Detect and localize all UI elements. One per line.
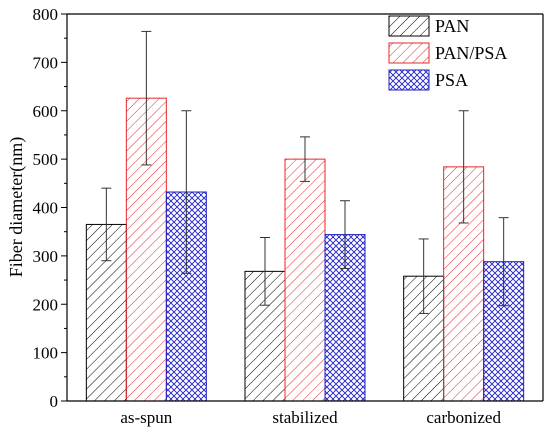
legend-label: PAN [435,16,469,36]
error-bar [418,238,429,314]
x-tick-label: carbonized [426,408,501,427]
plot-area: as-spun stabilized carbonized 0 100 200 300 400… [33,5,544,427]
error-bar [458,110,469,224]
x-tick-label: as-spun [120,408,172,427]
bar-pan-psa-stabilized [284,158,326,402]
y-tick-label: 800 [33,5,59,24]
y-tick-label: 200 [33,295,59,314]
y-tick-label: 0 [50,392,59,411]
error-bar [101,187,112,262]
legend-swatch-psa [388,69,430,91]
legend-swatch-pan-psa [388,42,430,64]
error-bar [141,30,152,166]
legend: PAN PAN/PSA PSA [388,15,507,91]
legend-swatch-pan [388,15,430,37]
y-tick-label: 400 [33,199,59,218]
y-tick-label: 300 [33,247,59,266]
legend-label: PAN/PSA [435,43,507,63]
error-bar [498,217,509,307]
y-tick-label: 500 [33,150,59,169]
error-bar [181,110,192,274]
y-tick-label: 700 [33,53,59,72]
y-tick-label: 600 [33,102,59,121]
y-tick-label: 100 [33,344,59,363]
legend-label: PSA [435,70,468,90]
x-tick-label: stabilized [272,408,338,427]
error-bar [300,136,310,182]
error-bar [260,236,270,306]
y-axis-title: Fiber diameter(nm) [6,137,27,277]
error-bar [340,200,350,269]
